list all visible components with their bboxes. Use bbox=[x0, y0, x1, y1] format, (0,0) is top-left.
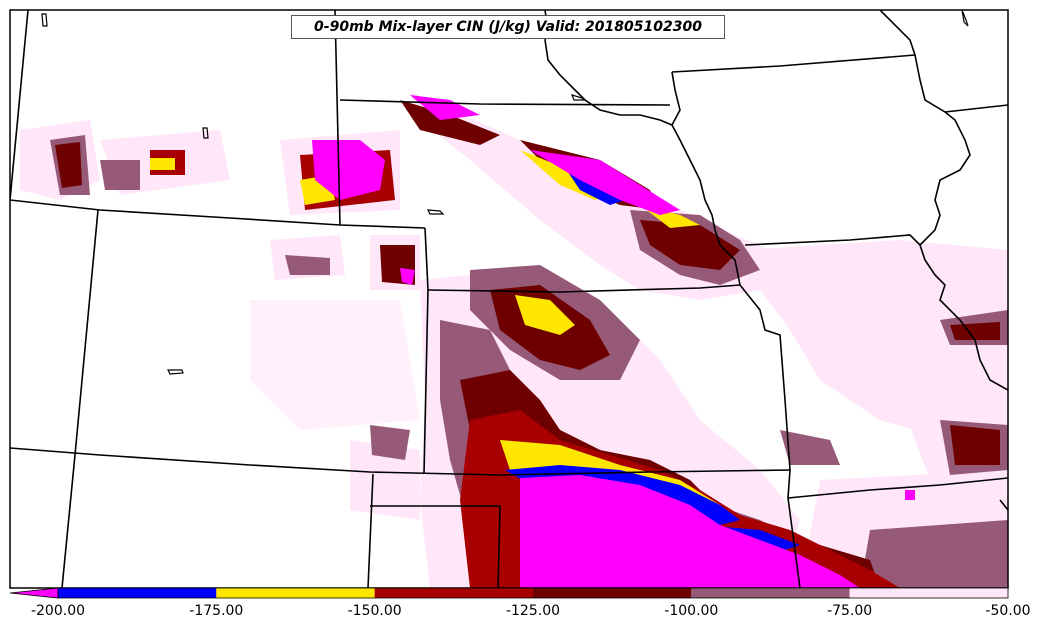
colorbar-tick-label: -100.00 bbox=[664, 603, 719, 619]
colorbar-bin-1 bbox=[216, 588, 375, 598]
colorbar-tick-label: -175.00 bbox=[189, 603, 244, 619]
colorbar-tick-label: -50.00 bbox=[985, 603, 1031, 619]
colorbar bbox=[9, 587, 1009, 599]
colorbar-tick-label: -150.00 bbox=[347, 603, 402, 619]
colorbar-bin-5 bbox=[849, 588, 1008, 598]
colorbar-bin-3 bbox=[533, 588, 692, 598]
colorbar-bin-2 bbox=[374, 588, 533, 598]
colorbar-extend-triangle bbox=[9, 587, 59, 599]
map-title: 0-90mb Mix-layer CIN (J/kg) Valid: 20180… bbox=[291, 15, 725, 39]
colorbar-tick-label: -200.00 bbox=[30, 603, 86, 619]
state-boundaries bbox=[10, 10, 1008, 588]
colorbar-frame bbox=[57, 587, 1009, 599]
lakes bbox=[41, 10, 969, 375]
cin-magenta-areas bbox=[312, 95, 915, 588]
colorbar-bin-0 bbox=[58, 588, 217, 598]
colorbar-bin-4 bbox=[691, 588, 850, 598]
colorbar-tick-label: -125.00 bbox=[505, 603, 561, 619]
colorbar-tick-label: -75.00 bbox=[827, 603, 873, 619]
